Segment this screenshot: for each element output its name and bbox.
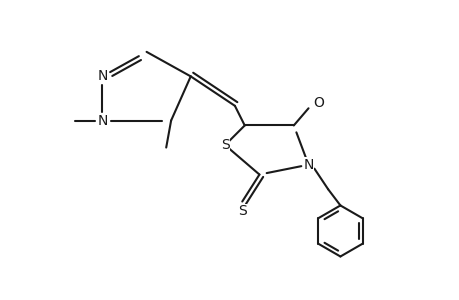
Text: N: N [97, 69, 107, 83]
Text: S: S [220, 138, 229, 152]
Text: N: N [97, 114, 107, 128]
Text: S: S [237, 204, 246, 218]
Text: O: O [312, 96, 323, 110]
Text: N: N [302, 158, 313, 172]
